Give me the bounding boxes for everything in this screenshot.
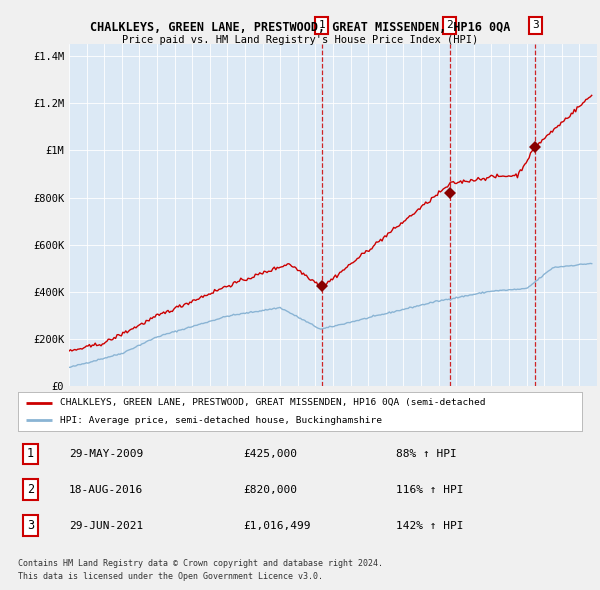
Text: 88% ↑ HPI: 88% ↑ HPI [396, 449, 457, 459]
Text: CHALKLEYS, GREEN LANE, PRESTWOOD, GREAT MISSENDEN, HP16 0QA: CHALKLEYS, GREEN LANE, PRESTWOOD, GREAT … [90, 21, 510, 34]
Text: 29-JUN-2021: 29-JUN-2021 [69, 520, 143, 530]
Text: 2: 2 [27, 483, 34, 496]
Text: 1: 1 [319, 21, 325, 31]
Text: Contains HM Land Registry data © Crown copyright and database right 2024.: Contains HM Land Registry data © Crown c… [18, 559, 383, 568]
Text: £1,016,499: £1,016,499 [244, 520, 311, 530]
Text: CHALKLEYS, GREEN LANE, PRESTWOOD, GREAT MISSENDEN, HP16 0QA (semi-detached: CHALKLEYS, GREEN LANE, PRESTWOOD, GREAT … [60, 398, 486, 407]
Text: 18-AUG-2016: 18-AUG-2016 [69, 485, 143, 494]
Text: This data is licensed under the Open Government Licence v3.0.: This data is licensed under the Open Gov… [18, 572, 323, 581]
Text: Price paid vs. HM Land Registry's House Price Index (HPI): Price paid vs. HM Land Registry's House … [122, 35, 478, 45]
Text: 2: 2 [446, 21, 453, 31]
Text: 1: 1 [27, 447, 34, 460]
Text: 142% ↑ HPI: 142% ↑ HPI [396, 520, 463, 530]
Text: £425,000: £425,000 [244, 449, 298, 459]
Text: 3: 3 [27, 519, 34, 532]
Text: £820,000: £820,000 [244, 485, 298, 494]
Text: 3: 3 [532, 21, 539, 31]
Text: HPI: Average price, semi-detached house, Buckinghamshire: HPI: Average price, semi-detached house,… [60, 416, 382, 425]
Text: 29-MAY-2009: 29-MAY-2009 [69, 449, 143, 459]
Text: 116% ↑ HPI: 116% ↑ HPI [396, 485, 463, 494]
